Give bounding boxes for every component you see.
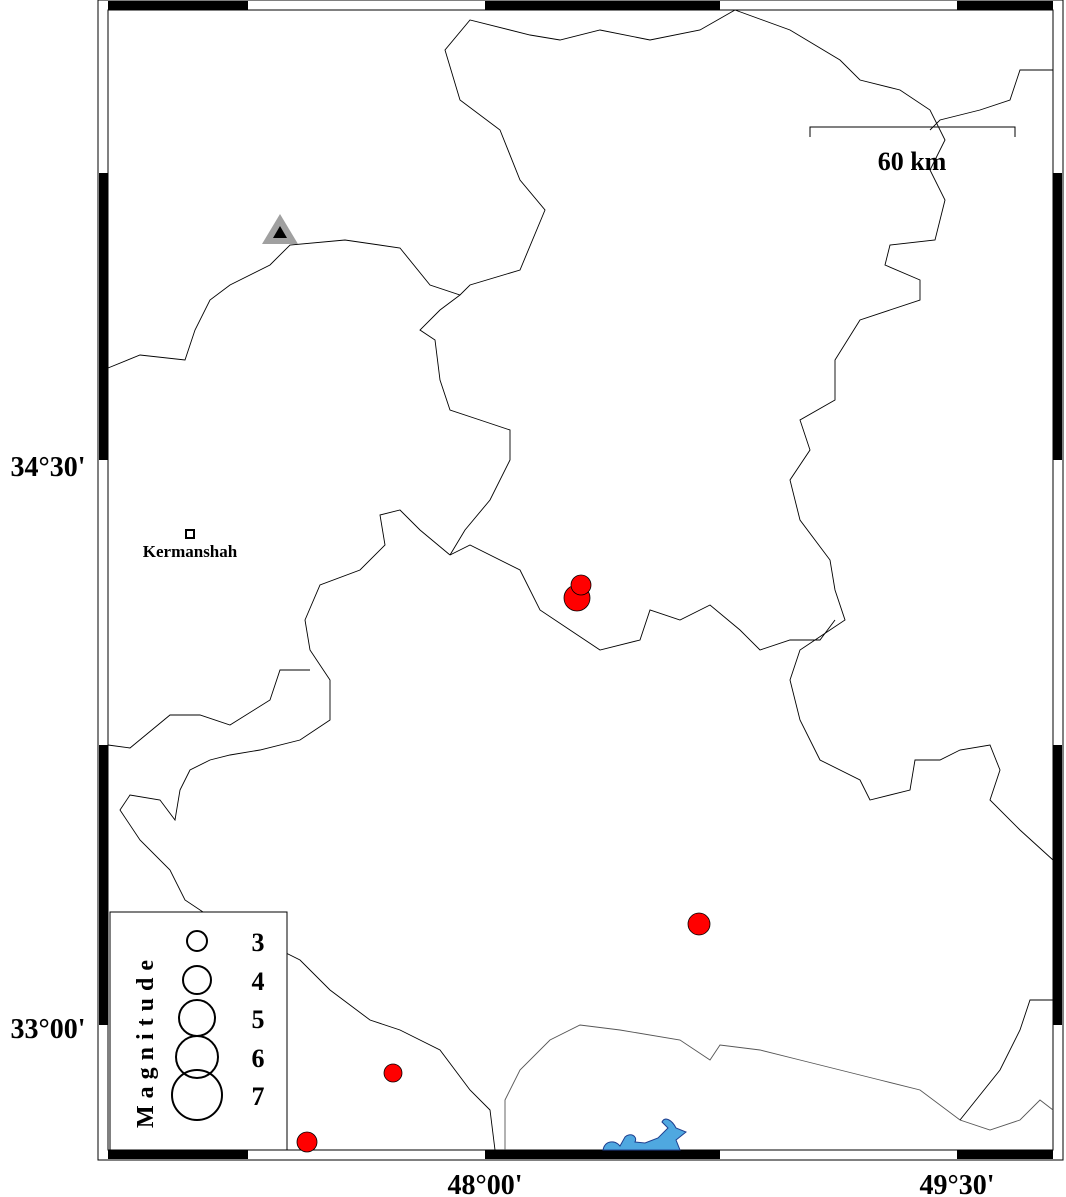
earthquake-marker[interactable]: [687, 912, 711, 936]
earthquakes: [296, 574, 711, 1153]
city-marker: [185, 529, 195, 539]
lake: [602, 1118, 687, 1151]
city-label: Kermanshah: [143, 542, 238, 561]
legend-title: Magnitude: [133, 953, 159, 1128]
lon-label: 49°30': [920, 1170, 995, 1197]
legend-label: 3: [252, 928, 265, 957]
earthquake-marker[interactable]: [570, 574, 592, 596]
lat-label: 34°30': [11, 452, 86, 483]
province-boundaries: [107, 9, 1054, 1151]
legend-circle: [182, 965, 212, 995]
scale-bar: [809, 126, 1016, 137]
outer-frame: [97, 0, 1064, 1161]
legend-label: 7: [252, 1082, 265, 1111]
legend-label: 5: [252, 1005, 265, 1034]
legend-label: 4: [252, 967, 265, 996]
lon-label: 48°00': [448, 1170, 523, 1197]
triangle-icon: [273, 226, 287, 238]
legend-circle: [171, 1069, 223, 1121]
legend: Magnitude 3 4 5 6 7: [109, 911, 288, 1151]
legend-label: 6: [252, 1044, 265, 1073]
earthquake-marker[interactable]: [383, 1063, 403, 1083]
scale-bar-label: 60 km: [878, 147, 947, 176]
lat-label: 33°00': [11, 1014, 86, 1045]
earthquake-marker[interactable]: [296, 1131, 318, 1153]
legend-circle: [186, 930, 208, 952]
legend-circle: [175, 1035, 219, 1079]
frame-ticks: [99, 1, 1062, 1159]
